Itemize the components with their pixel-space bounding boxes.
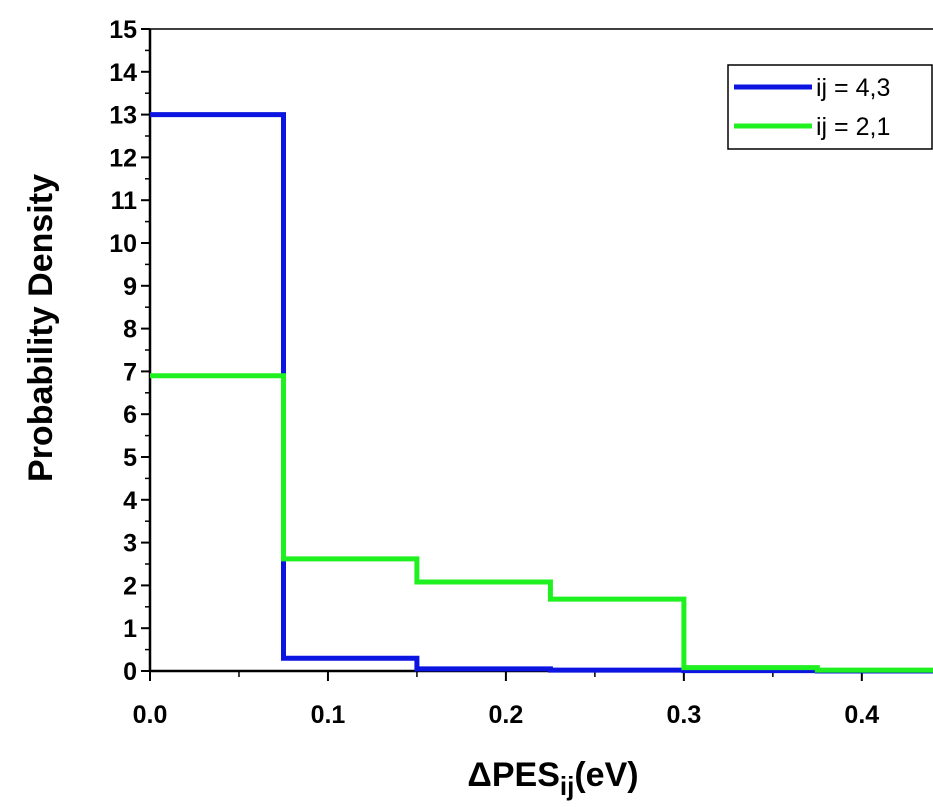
y-tick-label: 6 xyxy=(123,401,137,429)
y-tick-label: 11 xyxy=(111,187,138,215)
x-tick-label: 0.4 xyxy=(844,701,879,729)
x-axis-title: ΔPESij(eV) xyxy=(467,756,638,801)
y-tick-label: 8 xyxy=(123,316,137,344)
y-tick-label: 13 xyxy=(109,102,137,130)
series-line-1 xyxy=(150,112,933,674)
y-tick-label: 7 xyxy=(123,358,137,386)
y-tick-label: 12 xyxy=(109,144,137,172)
legend: ij = 4,3 ij = 2,1 xyxy=(727,64,933,150)
y-tick-label: 3 xyxy=(123,530,137,558)
series-group xyxy=(150,112,933,674)
legend-box xyxy=(727,64,933,150)
legend-label: ij = 2,1 xyxy=(816,113,890,141)
y-tick-label: 14 xyxy=(109,59,137,87)
x-tick-label: 0.0 xyxy=(133,701,168,729)
x-axis-title-unit: (eV) xyxy=(574,756,638,794)
y-tick-label: 0 xyxy=(123,658,137,686)
x-axis-ticks: 0.0 0.1 0.2 0.3 0.4 xyxy=(133,671,879,729)
y-tick-label: 5 xyxy=(123,444,137,472)
y-tick-label: 9 xyxy=(123,273,137,301)
x-axis-title-subscript: ij xyxy=(560,771,574,801)
legend-label: ij = 4,3 xyxy=(816,74,890,102)
y-tick-label: 1 xyxy=(123,615,137,643)
x-tick-label: 0.3 xyxy=(666,701,701,729)
x-tick-label: 0.2 xyxy=(489,701,524,729)
series-line-2 xyxy=(150,373,933,673)
y-tick-label: 2 xyxy=(123,572,137,600)
y-tick-label: 15 xyxy=(109,16,137,44)
y-tick-label: 10 xyxy=(109,230,137,258)
y-axis-title: Probability Density xyxy=(22,174,60,482)
y-tick-label: 4 xyxy=(123,487,137,515)
x-axis-title-main: ΔPES xyxy=(467,756,559,794)
x-tick-label: 0.1 xyxy=(311,701,346,729)
